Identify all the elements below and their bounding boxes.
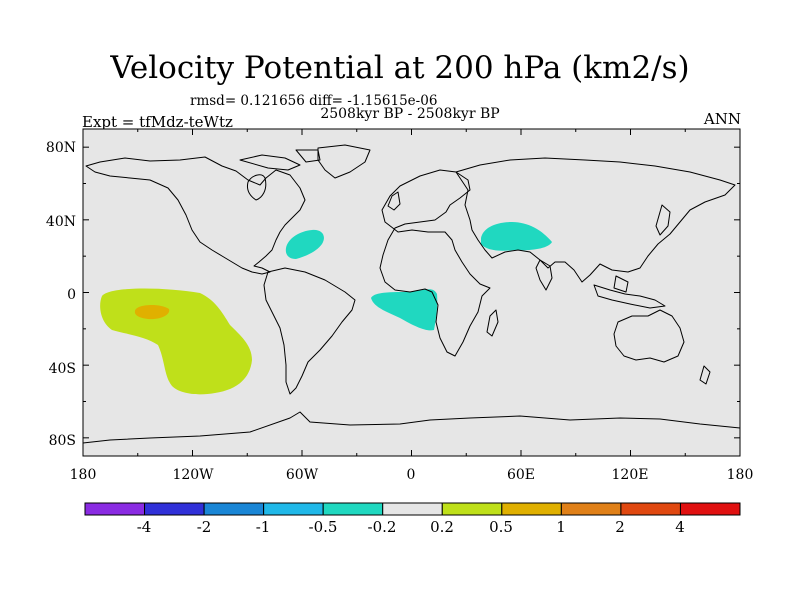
colorbar <box>84 502 741 516</box>
lon-tick-label: 180 <box>726 467 754 483</box>
colorbar-swatch <box>560 502 622 516</box>
lon-tick-label: 180 <box>69 467 97 483</box>
colorbar-label: -4 <box>136 518 152 536</box>
lat-tick-label: 80S <box>48 433 76 449</box>
colorbar-swatch <box>144 502 205 516</box>
lat-tick-label: 40S <box>48 361 76 377</box>
colorbar-swatch <box>620 502 681 516</box>
arctic-islands <box>239 149 321 171</box>
colorbar-label: 2 <box>615 518 625 536</box>
chart-title: Velocity Potential at 200 hPa (km2/s) <box>110 50 690 86</box>
colorbar-swatch <box>203 502 265 516</box>
colorbar-swatch <box>322 502 384 516</box>
colorbar-swatch <box>441 502 503 516</box>
europe-africa-coast <box>379 169 491 357</box>
middle-east-negative <box>481 222 552 251</box>
colorbar-swatch <box>679 502 741 516</box>
subtitle: 2508kyr BP - 2508kyr BP <box>320 106 500 122</box>
axis-ticks <box>82 129 741 456</box>
colorbar-swatch <box>84 502 146 516</box>
colorbar-label: 0.2 <box>430 518 454 536</box>
coastlines <box>82 144 741 444</box>
colorbar-label: -2 <box>196 518 212 536</box>
lon-tick-label: 60E <box>506 467 536 483</box>
season-label: ANN <box>703 110 741 128</box>
north-america-coast <box>85 156 306 275</box>
lon-tick-label: 120E <box>611 467 649 483</box>
lat-tick-label: 40N <box>45 214 76 230</box>
colorbar-label: -1 <box>255 518 271 536</box>
antarctica-coast <box>82 411 741 444</box>
south-america-coast <box>263 267 356 395</box>
indian-peninsula <box>535 259 553 291</box>
colorbar-label: -0.2 <box>367 518 397 536</box>
lon-tick-label: 0 <box>406 467 416 483</box>
colorbar-label: -0.5 <box>308 518 338 536</box>
lat-tick-label: 80N <box>45 140 76 156</box>
south-pacific-core-positive <box>134 305 170 320</box>
southeast-asia-islands <box>593 275 666 309</box>
madagascar <box>486 309 499 337</box>
australia-coast <box>613 309 685 363</box>
colorbar-label: 1 <box>556 518 566 536</box>
hudson-bay <box>247 174 267 201</box>
experiment-label: Expt = tfMdz-teWtz <box>82 113 233 131</box>
japan-islands <box>655 204 671 236</box>
stats-text: rmsd= 0.121656 diff= -1.15615e-06 <box>190 93 438 109</box>
tropical-atlantic-africa-negative <box>371 289 438 331</box>
lon-tick-label: 60W <box>285 467 319 483</box>
colorbar-swatch <box>263 502 324 516</box>
greenland-coast <box>317 144 371 179</box>
colorbar-label: 0.5 <box>489 518 513 536</box>
north-atlantic-negative <box>285 229 324 259</box>
colorbar-label: 4 <box>675 518 685 536</box>
new-zealand <box>699 365 711 385</box>
anomaly-layer <box>100 222 552 395</box>
uk-islands <box>387 191 401 211</box>
lat-tick-label: 0 <box>67 287 76 303</box>
lon-tick-label: 120W <box>172 467 214 483</box>
colorbar-swatch <box>382 502 443 516</box>
colorbar-swatch <box>501 502 562 516</box>
asia-coast <box>455 157 736 283</box>
